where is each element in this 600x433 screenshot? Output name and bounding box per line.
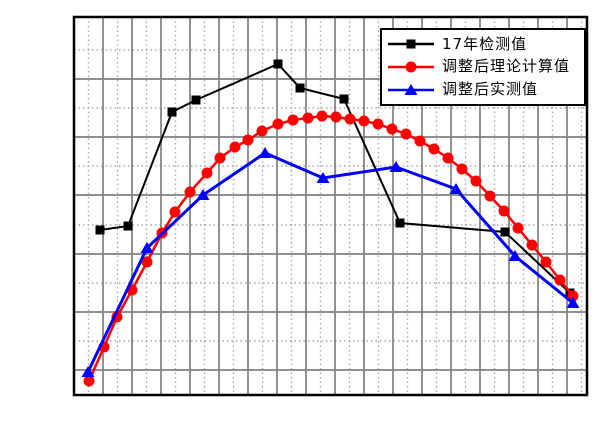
legend-marker-circle-icon (388, 61, 434, 73)
legend-marker-square-icon (388, 39, 434, 49)
legend: 17年检测值 调整后理论计算值 调整后实测值 (380, 28, 586, 106)
legend-label: 调整后实测值 (442, 80, 539, 99)
legend-item-detected: 17年检测值 (386, 33, 580, 55)
legend-label: 调整后理论计算值 (442, 57, 571, 76)
legend-item-theoretical: 调整后理论计算值 (386, 56, 580, 78)
legend-item-measured: 调整后实测值 (386, 79, 580, 101)
legend-label: 17年检测值 (442, 34, 528, 53)
legend-marker-triangle-icon (388, 83, 434, 95)
